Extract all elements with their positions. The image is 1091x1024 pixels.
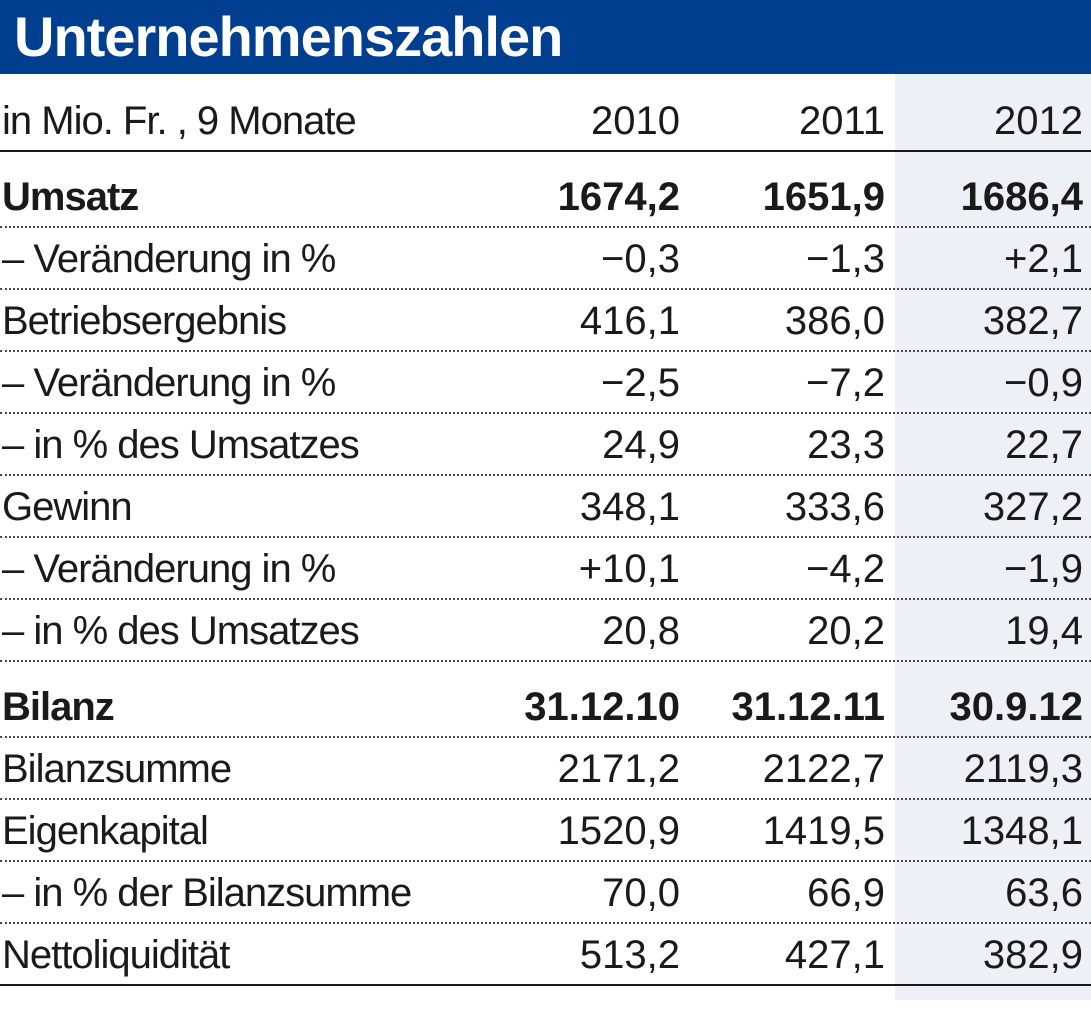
table-row: – in % der Bilanzsumme 70,0 66,9 63,6 [0,862,1091,924]
row-value-2012: +2,1 [1004,237,1083,281]
page-title: Unternehmenszahlen [14,5,563,68]
row-value-2012: 1686,4 [960,175,1083,219]
row-label: – Veränderung in % [2,361,336,405]
table-row: – in % des Umsatzes 24,9 23,3 22,7 [0,414,1091,476]
row-value-2010: 70,0 [602,871,680,915]
title-bar: Unternehmenszahlen [0,0,1091,74]
row-value-2012: 2119,3 [963,747,1083,791]
row-value-2011: 20,2 [807,609,885,653]
row-label: – in % des Umsatzes [2,609,360,653]
table-row: Betriebsergebnis 416,1 386,0 382,7 [0,290,1091,352]
row-label: – in % des Umsatzes [2,423,360,467]
row-value-2011: 2122,7 [762,747,885,791]
row-value-2010: −2,5 [601,361,680,405]
row-value-2011: −7,2 [806,361,885,405]
header-year-2010: 2010 [591,99,680,143]
row-value-2011: 31.12.11 [731,685,886,729]
row-value-2011: 333,6 [784,485,885,529]
header-year-2011: 2011 [798,99,885,143]
row-value-2012: 22,7 [1005,423,1083,467]
row-label: Bilanzsumme [2,747,232,791]
row-value-2011: 1419,5 [762,809,885,853]
header-year-2012: 2012 [994,99,1083,143]
table-row: – Veränderung in % −2,5 −7,2 −0,9 [0,352,1091,414]
row-value-2011: −4,2 [806,547,885,591]
row-value-2012: 382,9 [982,933,1083,977]
row-value-2011: 1651,9 [762,175,885,219]
table-row-bilanz: Bilanz 31.12.10 31.12.11 30.9.12 [0,676,1091,738]
row-value-2011: 386,0 [784,299,885,343]
row-value-2012: 327,2 [982,485,1083,529]
row-label: Bilanz [2,685,115,729]
row-value-2010: 348,1 [579,485,680,529]
figures-table: in Mio. Fr. , 9 Monate 2010 2011 2012 Um… [0,96,1091,986]
row-value-2010: 31.12.10 [524,685,680,729]
row-value-2012: 19,4 [1005,609,1083,653]
row-value-2010: 1520,9 [557,809,680,853]
row-label: – Veränderung in % [2,547,336,591]
row-label: Gewinn [2,485,133,529]
row-label: Nettoliquidität [2,933,230,977]
row-label: – in % der Bilanzsumme [2,871,412,915]
row-value-2011: 66,9 [807,871,885,915]
table-row: – Veränderung in % +10,1 −4,2 −1,9 [0,538,1091,600]
table-row-umsatz: Umsatz 1674,2 1651,9 1686,4 [0,166,1091,228]
row-value-2012: −0,9 [1004,361,1083,405]
row-value-2010: +10,1 [578,547,680,591]
row-value-2010: 416,1 [579,299,680,343]
row-value-2011: −1,3 [806,237,885,281]
row-value-2011: 427,1 [784,933,885,977]
table-row: – Veränderung in % −0,3 −1,3 +2,1 [0,228,1091,290]
row-value-2012: 30.9.12 [949,685,1083,729]
header-label: in Mio. Fr. , 9 Monate [2,99,357,143]
row-value-2012: 63,6 [1005,871,1083,915]
row-label: – Veränderung in % [2,237,336,281]
table-header-row: in Mio. Fr. , 9 Monate 2010 2011 2012 [0,96,1091,152]
table-row: – in % des Umsatzes 20,8 20,2 19,4 [0,600,1091,662]
row-value-2010: 24,9 [602,423,680,467]
row-label: Umsatz [2,175,139,219]
row-value-2010: 2171,2 [557,747,680,791]
row-value-2010: 1674,2 [557,175,680,219]
table-row: Nettoliquidität 513,2 427,1 382,9 [0,924,1091,986]
row-value-2010: 20,8 [602,609,680,653]
table-row: Gewinn 348,1 333,6 327,2 [0,476,1091,538]
row-label: Betriebsergebnis [2,299,287,343]
row-label: Eigenkapital [2,809,209,853]
row-value-2012: 1348,1 [960,809,1083,853]
table-row: Eigenkapital 1520,9 1419,5 1348,1 [0,800,1091,862]
row-value-2010: 513,2 [579,933,680,977]
table-row: Bilanzsumme 2171,2 2122,7 2119,3 [0,738,1091,800]
row-value-2010: −0,3 [601,237,680,281]
row-value-2012: 382,7 [982,299,1083,343]
row-value-2011: 23,3 [807,423,885,467]
row-value-2012: −1,9 [1004,547,1083,591]
